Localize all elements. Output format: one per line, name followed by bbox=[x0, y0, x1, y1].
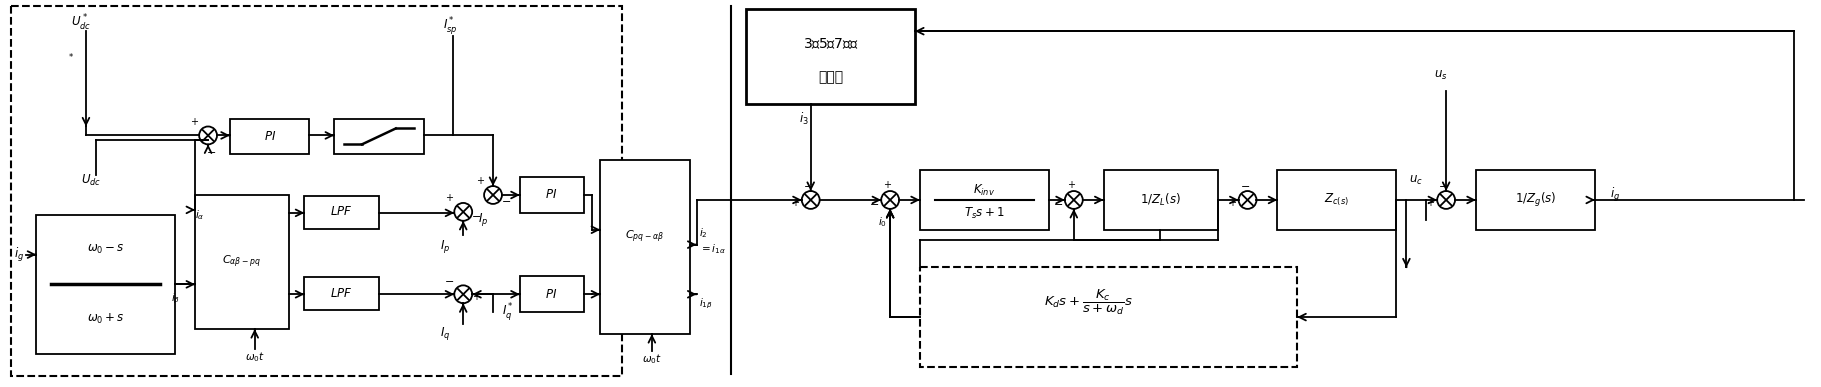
Text: $-$: $-$ bbox=[501, 195, 512, 205]
Text: $K_{inv}$: $K_{inv}$ bbox=[974, 183, 996, 198]
Text: $i_0$: $i_0$ bbox=[878, 215, 887, 229]
Text: $C_{pq-\alpha\beta}$: $C_{pq-\alpha\beta}$ bbox=[625, 228, 665, 245]
Text: $\omega_0 t$: $\omega_0 t$ bbox=[244, 350, 264, 364]
Text: $-$: $-$ bbox=[1053, 198, 1063, 208]
Text: $\omega_0+s$: $\omega_0+s$ bbox=[87, 312, 124, 326]
Bar bbox=[1277, 170, 1397, 230]
Bar bbox=[747, 9, 914, 104]
Bar bbox=[920, 170, 1049, 230]
Text: $-$: $-$ bbox=[444, 276, 455, 285]
Text: $-$: $-$ bbox=[1439, 180, 1448, 190]
Text: +: + bbox=[446, 193, 453, 203]
Text: $I^*_{sp}$: $I^*_{sp}$ bbox=[443, 15, 459, 37]
Bar bbox=[601, 160, 690, 334]
Bar bbox=[36, 215, 175, 354]
Text: $Z_{c(s)}$: $Z_{c(s)}$ bbox=[1324, 192, 1349, 208]
Bar bbox=[920, 267, 1297, 367]
Text: $I_p$: $I_p$ bbox=[441, 238, 450, 255]
Text: $i_{1\beta}$: $i_{1\beta}$ bbox=[699, 297, 712, 312]
Text: +: + bbox=[1426, 198, 1435, 208]
Bar bbox=[195, 195, 290, 329]
Text: $\omega_0-s$: $\omega_0-s$ bbox=[87, 243, 124, 256]
Text: +: + bbox=[883, 180, 890, 190]
Text: $1/Z_g(s)$: $1/Z_g(s)$ bbox=[1515, 191, 1557, 209]
Text: $u_c$: $u_c$ bbox=[1409, 173, 1424, 187]
Text: $1/Z_L(s)$: $1/Z_L(s)$ bbox=[1140, 192, 1180, 208]
Text: 波补偿: 波补偿 bbox=[818, 70, 843, 84]
Text: $\omega_0 t$: $\omega_0 t$ bbox=[641, 352, 661, 366]
Text: $i_2$: $i_2$ bbox=[699, 226, 707, 240]
Text: $-$: $-$ bbox=[472, 210, 481, 220]
Text: $T_s s+1$: $T_s s+1$ bbox=[963, 206, 1005, 221]
Text: $-$: $-$ bbox=[1240, 180, 1249, 190]
Text: $-$: $-$ bbox=[803, 180, 812, 190]
Bar bbox=[1104, 170, 1218, 230]
Bar bbox=[11, 6, 623, 376]
Text: $PI$: $PI$ bbox=[546, 288, 557, 301]
Text: $-$: $-$ bbox=[869, 198, 880, 208]
Text: $I_q$: $I_q$ bbox=[441, 325, 450, 342]
Text: $LPF$: $LPF$ bbox=[330, 205, 353, 218]
Text: $PI$: $PI$ bbox=[546, 188, 557, 202]
Text: $PI$: $PI$ bbox=[264, 130, 275, 143]
Text: +: + bbox=[189, 116, 198, 127]
Text: $LPF$: $LPF$ bbox=[330, 287, 353, 300]
Text: $-$: $-$ bbox=[206, 146, 217, 156]
Text: $u_s$: $u_s$ bbox=[1435, 69, 1448, 82]
Text: $i_g$: $i_g$ bbox=[1610, 186, 1621, 204]
Text: $i_g$: $i_g$ bbox=[15, 246, 25, 264]
Text: $= i_{1\alpha}$: $= i_{1\alpha}$ bbox=[699, 243, 725, 257]
Text: +: + bbox=[790, 198, 799, 208]
Text: $i_3$: $i_3$ bbox=[799, 111, 809, 127]
Text: +: + bbox=[1067, 180, 1074, 190]
Text: $*$: $*$ bbox=[67, 51, 75, 60]
Text: $i_\beta$: $i_\beta$ bbox=[171, 292, 180, 307]
Bar bbox=[519, 177, 585, 213]
Bar bbox=[304, 196, 379, 229]
Text: $U_{dc}$: $U_{dc}$ bbox=[80, 173, 102, 188]
Text: $i_\alpha$: $i_\alpha$ bbox=[195, 208, 204, 222]
Text: $I_p$: $I_p$ bbox=[479, 211, 488, 228]
Text: $K_d s+\dfrac{K_c}{s+\omega_d}s$: $K_d s+\dfrac{K_c}{s+\omega_d}s$ bbox=[1043, 288, 1133, 317]
Bar bbox=[519, 276, 585, 312]
Text: $I^*_q$: $I^*_q$ bbox=[503, 301, 514, 323]
Text: $C_{\alpha\beta-pq}$: $C_{\alpha\beta-pq}$ bbox=[222, 253, 262, 270]
Text: +: + bbox=[472, 292, 481, 302]
Text: +: + bbox=[475, 176, 484, 186]
Text: $3、5、7$次谐: $3、5、7$次谐 bbox=[803, 37, 858, 51]
Text: $U^*_{dc}$: $U^*_{dc}$ bbox=[71, 13, 91, 33]
Bar bbox=[335, 118, 424, 154]
Bar bbox=[229, 118, 310, 154]
Bar bbox=[1475, 170, 1595, 230]
Bar bbox=[304, 277, 379, 310]
Text: +: + bbox=[1227, 198, 1236, 208]
